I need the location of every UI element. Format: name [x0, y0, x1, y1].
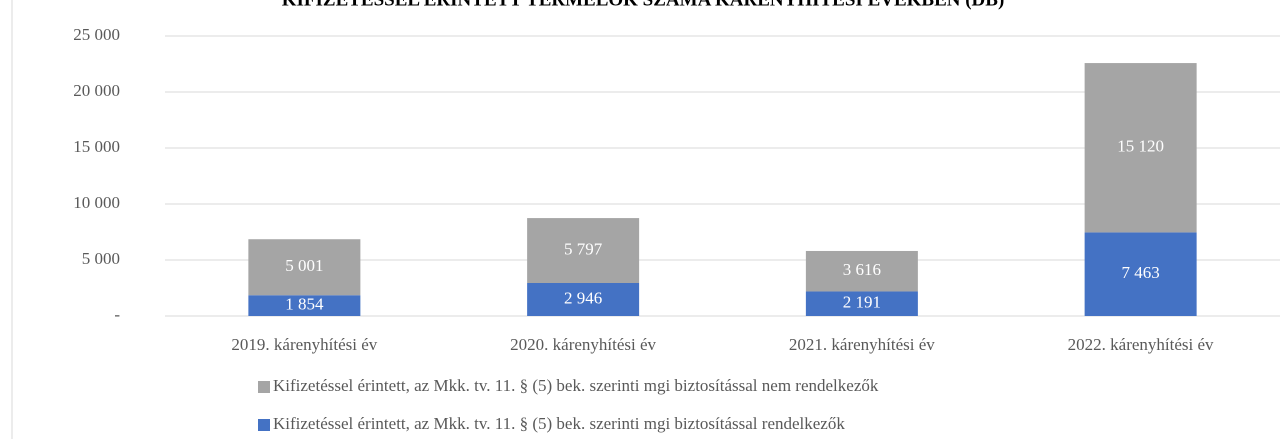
chart-title: KIFIZETÉSSEL ÉRINTETT TERMELŐK SZÁMA KÁR… [282, 0, 1005, 10]
bar-segment [1084, 232, 1197, 316]
data-label: 5 797 [564, 239, 603, 258]
y-tick-label: 15 000 [73, 137, 120, 156]
data-label: 15 120 [1117, 137, 1164, 156]
x-tick-label: 2019. kárenyhítési év [231, 335, 377, 354]
legend-swatch [258, 381, 270, 393]
bar-segment [805, 250, 918, 292]
y-tick-label: 5 000 [82, 249, 120, 268]
x-tick-label: 2020. kárenyhítési év [510, 335, 656, 354]
y-tick-label: 20 000 [73, 81, 120, 100]
data-label: 7 463 [1122, 263, 1160, 282]
legend-swatch [258, 419, 270, 431]
bar-segment [1084, 63, 1197, 233]
bar-segment [248, 295, 361, 316]
legend-label: Kifizetéssel érintett, az Mkk. tv. 11. §… [273, 414, 845, 433]
x-tick-label: 2022. kárenyhítési év [1068, 335, 1214, 354]
data-label: 5 001 [285, 256, 323, 275]
bar-segment [805, 291, 918, 316]
y-tick-label: - [114, 305, 120, 324]
x-tick-label: 2021. kárenyhítési év [789, 335, 935, 354]
bar-segment [248, 239, 361, 296]
bar-segment [527, 218, 640, 284]
bar-segment [527, 283, 640, 316]
data-label: 1 854 [285, 295, 324, 314]
legend-label: Kifizetéssel érintett, az Mkk. tv. 11. §… [273, 376, 879, 395]
data-label: 2 946 [564, 288, 602, 307]
data-label: 3 616 [843, 260, 881, 279]
data-label: 2 191 [843, 293, 881, 312]
y-tick-label: 25 000 [73, 25, 120, 44]
y-tick-label: 10 000 [73, 193, 120, 212]
